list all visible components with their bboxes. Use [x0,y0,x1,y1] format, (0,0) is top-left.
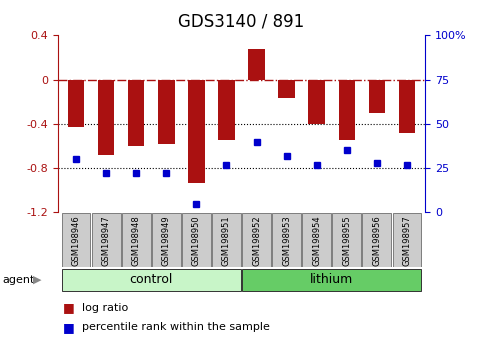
Bar [248,48,265,80]
Text: GSM198957: GSM198957 [402,215,412,266]
Text: GSM198946: GSM198946 [71,215,81,266]
Bar [61,268,241,291]
Text: GSM198949: GSM198949 [162,215,171,266]
Text: GSM198950: GSM198950 [192,215,201,266]
Bar [398,80,415,133]
Bar [182,213,211,267]
Bar [393,213,422,267]
Bar [98,80,114,155]
Bar [61,213,90,267]
Text: GSM198947: GSM198947 [101,215,111,266]
Bar [369,80,385,113]
Bar [128,80,144,146]
Text: GSM198951: GSM198951 [222,215,231,266]
Text: GSM198956: GSM198956 [372,215,382,266]
Bar [242,268,422,291]
Bar [302,213,331,267]
Bar [188,80,205,183]
Text: control: control [129,273,173,286]
Text: lithium: lithium [310,273,354,286]
Bar [309,80,325,124]
Bar [92,213,121,267]
Text: percentile rank within the sample: percentile rank within the sample [82,322,270,332]
Bar [122,213,151,267]
Text: GSM198952: GSM198952 [252,215,261,266]
Text: ■: ■ [63,321,74,334]
Text: GDS3140 / 891: GDS3140 / 891 [178,12,305,30]
Bar [218,80,235,141]
Text: GSM198953: GSM198953 [282,215,291,266]
Text: GSM198954: GSM198954 [312,215,321,266]
Bar [362,213,391,267]
Bar [212,213,241,267]
Bar [242,213,271,267]
Text: agent: agent [2,275,35,285]
Text: log ratio: log ratio [82,303,128,313]
Text: GSM198948: GSM198948 [132,215,141,266]
Bar [332,213,361,267]
Bar [278,80,295,98]
Text: GSM198955: GSM198955 [342,215,351,266]
Bar [152,213,181,267]
Bar [68,80,85,127]
Bar [158,80,174,144]
Text: ▶: ▶ [33,275,42,285]
Text: ■: ■ [63,302,74,314]
Bar [272,213,301,267]
Bar [339,80,355,141]
